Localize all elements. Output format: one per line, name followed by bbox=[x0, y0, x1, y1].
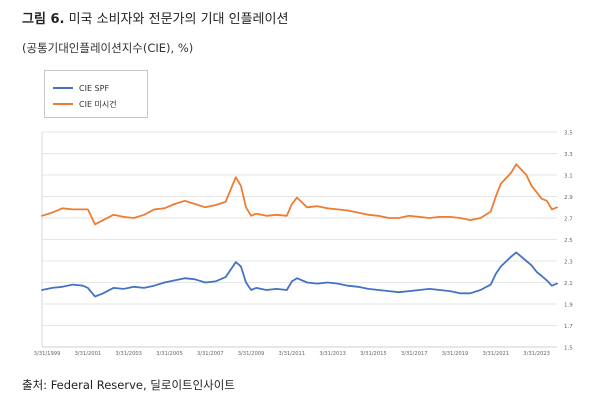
y-tick-label-8: 3.1 bbox=[564, 174, 573, 180]
figure-number: 그림 6. bbox=[22, 12, 65, 27]
y-tick-label-10: 3.5 bbox=[564, 131, 573, 137]
legend-swatch-mishigan bbox=[53, 102, 73, 106]
y-tick-label-5: 2.5 bbox=[564, 238, 573, 244]
x-tick-label-9: 3/31/2017 bbox=[401, 351, 428, 357]
figure-subtitle: (공통기대인플레이션지수(CIE), %) bbox=[22, 41, 194, 55]
figure-source: 출처: Federal Reserve, 딜로이트인사이트 bbox=[22, 378, 235, 392]
y-tick-label-3: 2.1 bbox=[564, 281, 573, 287]
chart-legend: CIE SPF CIE 미시건 bbox=[44, 70, 148, 118]
x-tick-label-5: 3/31/2009 bbox=[238, 351, 265, 357]
x-tick-label-2: 3/31/2003 bbox=[115, 351, 142, 357]
y-tick-label-1: 1.7 bbox=[564, 324, 573, 330]
y-tick-label-7: 2.9 bbox=[564, 195, 573, 201]
y-tick-label-9: 3.3 bbox=[564, 152, 573, 158]
legend-item-spf: CIE SPF bbox=[53, 81, 109, 95]
legend-item-mishigan: CIE 미시건 bbox=[53, 97, 117, 111]
x-tick-label-0: 3/31/1999 bbox=[34, 351, 61, 357]
y-tick-label-4: 2.3 bbox=[564, 260, 573, 266]
x-tick-label-7: 3/31/2013 bbox=[319, 351, 346, 357]
x-tick-label-12: 3/31/2023 bbox=[523, 351, 550, 357]
series-line-1 bbox=[41, 163, 558, 226]
series-line-0 bbox=[41, 251, 558, 298]
x-tick-label-6: 3/31/2011 bbox=[279, 351, 306, 357]
x-tick-label-4: 3/31/2007 bbox=[197, 351, 224, 357]
y-tick-label-6: 2.7 bbox=[564, 217, 573, 223]
figure-title: 그림 6. 미국 소비자와 전문가의 기대 인플레이션 bbox=[22, 8, 288, 27]
x-tick-label-10: 3/31/2019 bbox=[442, 351, 469, 357]
x-tick-label-3: 3/31/2005 bbox=[156, 351, 183, 357]
chart-container: 1.5 1.7 1.9 2.1 2.3 2.5 2.7 2.9 3.1 3.3 3.5 3/31/19… bbox=[34, 131, 573, 358]
y-tick-label-2: 1.9 bbox=[564, 303, 573, 309]
x-tick-label-11: 3/31/2021 bbox=[483, 351, 510, 357]
y-tick-label-0: 1.5 bbox=[564, 346, 573, 352]
figure-title-text: 미국 소비자와 전문가의 기대 인플레이션 bbox=[68, 12, 289, 27]
legend-label-mishigan: CIE 미시건 bbox=[79, 99, 117, 109]
line-chart: 1.5 1.7 1.9 2.1 2.3 2.5 2.7 2.9 3.1 3.3 3.5 3/31/19… bbox=[34, 131, 573, 358]
legend-swatch-spf bbox=[53, 86, 73, 90]
x-tick-label-8: 3/31/2015 bbox=[360, 351, 387, 357]
legend-label-spf: CIE SPF bbox=[79, 83, 110, 93]
x-tick-label-1: 3/31/2001 bbox=[75, 351, 102, 357]
